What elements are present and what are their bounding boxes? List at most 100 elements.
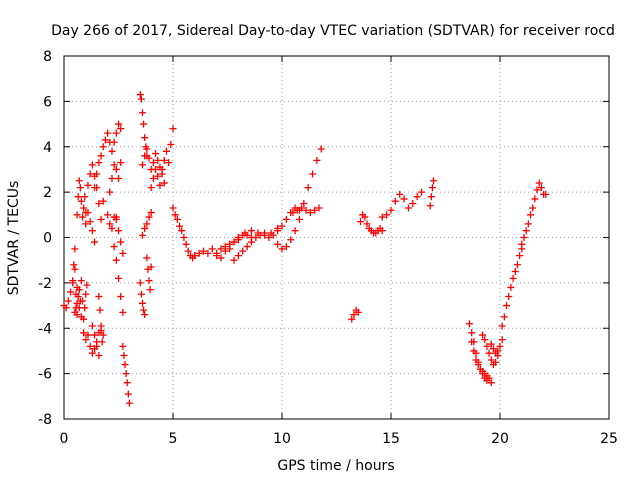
data-point xyxy=(143,220,151,228)
data-point xyxy=(145,213,153,221)
data-point xyxy=(158,165,166,173)
data-point xyxy=(95,159,103,167)
data-point xyxy=(147,263,155,271)
data-points xyxy=(60,91,550,407)
data-point xyxy=(282,243,290,251)
data-point xyxy=(513,261,521,269)
data-point xyxy=(542,190,550,198)
data-point xyxy=(91,184,99,192)
data-point xyxy=(154,156,162,164)
series-arc-06 xyxy=(82,209,99,246)
data-point xyxy=(531,195,539,203)
data-point xyxy=(99,143,107,151)
data-point xyxy=(62,304,70,312)
data-point xyxy=(485,374,493,382)
data-point xyxy=(115,175,122,183)
series-arc-14 xyxy=(108,120,125,155)
data-point xyxy=(117,159,125,167)
data-point xyxy=(295,215,303,223)
series-arc-23 xyxy=(138,209,155,239)
data-point xyxy=(73,211,81,219)
data-point xyxy=(138,299,146,307)
y-tick-label: 2 xyxy=(43,185,52,201)
data-point xyxy=(487,356,495,364)
data-point xyxy=(291,227,299,235)
data-point xyxy=(516,252,524,260)
data-point xyxy=(141,134,149,142)
data-point xyxy=(239,247,247,255)
data-point xyxy=(95,292,103,300)
data-point xyxy=(149,175,157,183)
data-point xyxy=(409,199,417,207)
data-point xyxy=(152,150,160,158)
data-point xyxy=(86,218,94,226)
data-point xyxy=(293,206,301,214)
data-point xyxy=(145,154,153,162)
data-point xyxy=(91,331,99,339)
series-arc-12 xyxy=(104,211,120,232)
data-point xyxy=(503,302,511,310)
data-point xyxy=(252,234,260,241)
data-point xyxy=(115,274,122,282)
data-point xyxy=(178,227,186,235)
series-arc-11 xyxy=(95,292,107,346)
data-point xyxy=(82,220,90,228)
data-point xyxy=(141,311,149,319)
data-point xyxy=(137,290,145,298)
x-axis-label: GPS time / hours xyxy=(277,458,394,474)
data-point xyxy=(101,136,109,144)
data-point xyxy=(75,286,83,294)
tick-labels: 0 5 10 15 20 25 -8 -6 -4 -2 0 2 4 6 8 xyxy=(38,49,618,447)
data-point xyxy=(88,322,96,330)
data-point xyxy=(106,188,114,196)
data-point xyxy=(208,245,216,253)
series-arc-16 xyxy=(112,213,127,257)
data-point xyxy=(67,288,75,296)
data-point xyxy=(140,306,148,314)
data-point xyxy=(108,224,116,232)
data-point xyxy=(81,304,89,312)
data-point xyxy=(93,170,101,178)
data-point xyxy=(162,147,170,155)
data-point xyxy=(230,256,238,264)
series-arc-05 xyxy=(77,277,91,323)
series-arc-21 xyxy=(158,125,177,173)
series-arc-38 xyxy=(468,338,495,387)
data-point xyxy=(117,238,125,246)
series-arc-25 xyxy=(169,204,199,262)
data-point xyxy=(80,315,88,323)
data-point xyxy=(79,213,87,221)
data-point xyxy=(160,179,168,187)
data-point xyxy=(70,261,78,269)
data-point xyxy=(93,342,101,350)
grid-lines xyxy=(64,56,609,419)
data-point xyxy=(430,177,438,185)
data-point xyxy=(247,238,255,246)
data-point xyxy=(84,209,92,217)
data-point xyxy=(145,277,153,285)
data-point xyxy=(306,209,314,217)
data-point xyxy=(152,165,160,173)
data-point xyxy=(169,125,177,133)
data-point xyxy=(119,249,127,257)
y-tick-label: -2 xyxy=(38,276,52,292)
data-point xyxy=(378,213,386,221)
data-point xyxy=(498,336,506,344)
data-point xyxy=(426,202,434,210)
series-arc-24 xyxy=(143,254,155,294)
data-point xyxy=(511,268,519,276)
data-point xyxy=(470,347,478,355)
data-point xyxy=(80,329,88,337)
data-point xyxy=(182,240,190,248)
data-point xyxy=(140,120,148,128)
data-point xyxy=(143,145,151,153)
y-tick-label: 0 xyxy=(43,231,52,247)
data-point xyxy=(171,211,179,219)
data-point xyxy=(479,331,487,339)
data-point xyxy=(74,292,82,300)
data-point xyxy=(309,170,317,178)
series-arc-04 xyxy=(73,177,90,221)
data-point xyxy=(71,308,79,316)
data-point xyxy=(119,342,127,350)
